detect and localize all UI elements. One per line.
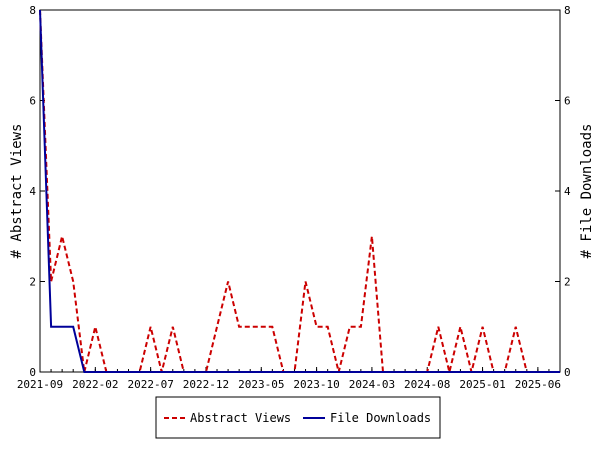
x-tick-label: 2021-09 — [17, 378, 63, 391]
y-right-tick-label: 4 — [564, 185, 571, 198]
y-left-tick-label: 0 — [29, 366, 36, 379]
plot-area-frame — [39, 9, 561, 373]
y-right-tick-label: 0 — [564, 366, 571, 379]
y-right-tick-label: 6 — [564, 95, 571, 108]
y-left-tick-label: 4 — [29, 185, 36, 198]
x-tick-label: 2022-07 — [127, 378, 173, 391]
x-tick-label: 2023-10 — [293, 378, 339, 391]
y-left-tick-label: 2 — [29, 276, 36, 289]
x-tick-label: 2024-03 — [349, 378, 395, 391]
y-left-tick-label: 6 — [29, 95, 36, 108]
legend: Abstract Views File Downloads — [155, 396, 441, 439]
y-left-tick-label: 8 — [29, 4, 36, 17]
x-tick-label: 2022-12 — [183, 378, 229, 391]
y-right-axis-title: # File Downloads — [579, 124, 595, 259]
x-tick-label: 2025-06 — [515, 378, 561, 391]
y-right-tick-label: 2 — [564, 276, 571, 289]
y-right-axis-ticks: 0 2 4 6 8 — [555, 4, 571, 379]
x-tick-labels: 2021-09 2022-02 2022-07 2022-12 2023-05 2023-… — [17, 367, 561, 391]
legend-box — [155, 396, 441, 439]
series-layer — [39, 9, 560, 373]
x-tick-label: 2024-08 — [404, 378, 450, 391]
x-tick-label: 2025-01 — [459, 378, 505, 391]
x-tick-label: 2022-02 — [72, 378, 118, 391]
legend-label-file-downloads: File Downloads — [330, 411, 431, 425]
y-right-tick-label: 8 — [564, 4, 571, 17]
legend-label-abstract-views: Abstract Views — [190, 411, 291, 425]
x-tick-label: 2023-05 — [238, 378, 284, 391]
series-line-file-downloads — [39, 9, 560, 373]
y-left-axis-title: # Abstract Views — [9, 124, 25, 259]
